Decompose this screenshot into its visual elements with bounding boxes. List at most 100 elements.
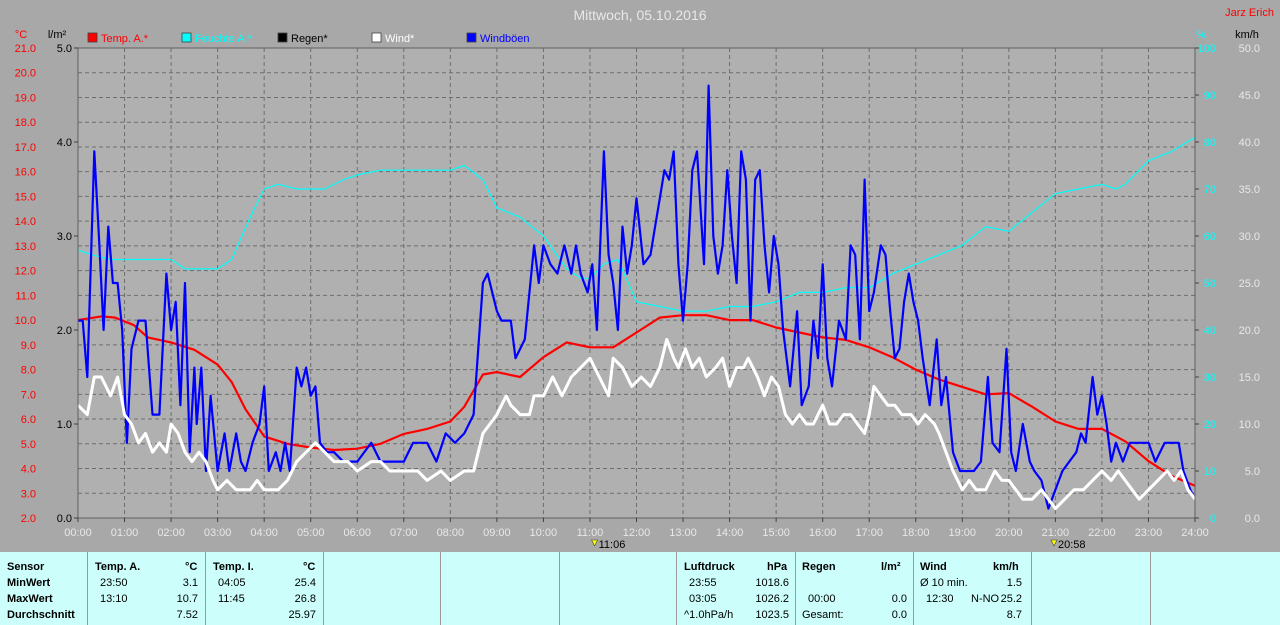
x-tick-label: 03:00 — [204, 527, 232, 539]
x-tick-label: 02:00 — [157, 527, 185, 539]
temp-a-unit: °C — [185, 561, 198, 573]
wind-min: 1.5 — [1006, 577, 1022, 589]
temp-tick-label: 18.0 — [15, 117, 36, 129]
weather-chart: 00:00 01:00 02:00 03:00 04:00 05:00 06:00 07:00… — [15, 7, 1274, 551]
temp-tick-label: 8.0 — [21, 365, 36, 377]
series-lines — [76, 84, 1197, 511]
temp-i-min: 25.4 — [294, 577, 316, 589]
x-tick-label: 20:00 — [995, 527, 1023, 539]
x-tick-label: 04:00 — [250, 527, 278, 539]
col-divider — [795, 552, 796, 625]
col-divider — [87, 552, 88, 625]
wind-min-label: Ø 10 min. — [920, 577, 968, 589]
temp-tick-label: 2.0 — [21, 513, 36, 525]
x-tick-label: 22:00 — [1088, 527, 1116, 539]
rain-tick-label: 4.0 — [57, 137, 72, 149]
wind-tick-label: 20.0 — [1239, 325, 1260, 337]
humidity-tick-label: 0 — [1210, 513, 1216, 525]
pressure-trend: ^1.0hPa/h — [684, 609, 734, 621]
x-tick-label: 16:00 — [809, 527, 837, 539]
humidity-tick-label: 30 — [1204, 372, 1216, 384]
legend-label: Regen* — [291, 33, 328, 45]
temp-i-max-time: 11:45 — [218, 593, 245, 605]
legend-swatch — [87, 32, 98, 43]
wind-avg: 8.7 — [1006, 609, 1022, 621]
temp-i-unit: °C — [303, 561, 316, 573]
temp-tick-label: 13.0 — [15, 241, 36, 253]
humidity-tick-label: 40 — [1204, 325, 1216, 337]
wind-tick-label: 0.0 — [1245, 513, 1260, 525]
x-tick-label: 00:00 — [64, 527, 92, 539]
stats-table: Sensor MinWert MaxWert Durchschnitt Temp… — [0, 552, 1280, 625]
author-label: Jarz Erich — [1225, 7, 1274, 19]
wind-tick-label: 15.0 — [1239, 372, 1260, 384]
legend-swatch — [277, 32, 288, 43]
wind-tick-label: 35.0 — [1239, 184, 1260, 196]
humidity-tick-label: 60 — [1204, 231, 1216, 243]
pressure-max-time: 03:05 — [689, 593, 717, 605]
temp-i-max: 26.8 — [294, 593, 316, 605]
temp-tick-label: 3.0 — [21, 488, 36, 500]
x-tick-label: 17:00 — [855, 527, 883, 539]
temp-tick-label: 15.0 — [15, 191, 36, 203]
x-tick-label: 05:00 — [297, 527, 325, 539]
legend-label: Temp. A.* — [101, 33, 149, 45]
humidity-tick-label: 100 — [1198, 43, 1216, 55]
wind-tick-label: 5.0 — [1245, 466, 1260, 478]
rain-header: Regen — [802, 561, 836, 573]
rain-total: 0.0 — [891, 609, 907, 621]
temp-unit-label: °C — [15, 29, 27, 41]
x-tick-label: 15:00 — [762, 527, 790, 539]
temp-tick-label: 16.0 — [15, 167, 36, 179]
marker-arrow-icon — [591, 539, 599, 547]
col-divider — [1150, 552, 1151, 625]
humidity-unit-label: % — [1196, 29, 1206, 41]
temp-i-avg: 25.97 — [288, 609, 316, 621]
rain-unit-label: l/m² — [48, 29, 67, 41]
axes: 00:00 01:00 02:00 03:00 04:00 05:00 06:00 07:00… — [15, 43, 1260, 539]
temp-a-avg: 7.52 — [176, 609, 198, 621]
col-divider — [676, 552, 677, 625]
rain-tick-label: 3.0 — [57, 231, 72, 243]
x-tick-label: 13:00 — [669, 527, 697, 539]
x-tick-label: 06:00 — [343, 527, 371, 539]
series-feuchte-a — [77, 136, 1196, 312]
humidity-tick-label: 50 — [1204, 278, 1216, 290]
temp-a-min-time: 23:50 — [100, 577, 128, 589]
pressure-avg: 1023.5 — [755, 609, 789, 621]
wind-tick-label: 45.0 — [1239, 90, 1260, 102]
legend-swatch — [371, 32, 382, 43]
rain-unit: l/m² — [881, 561, 901, 573]
x-tick-label: 11:00 — [577, 527, 604, 539]
series-windb-en — [78, 84, 1196, 510]
pressure-min-time: 23:55 — [689, 577, 717, 589]
rain-max-time: 00:00 — [808, 593, 836, 605]
chart-title: Mittwoch, 05.10.2016 — [573, 7, 706, 23]
humidity-tick-label: 10 — [1204, 466, 1216, 478]
wind-unit-label: km/h — [1235, 29, 1259, 41]
rain-tick-label: 1.0 — [57, 419, 72, 431]
temp-a-max: 10.7 — [176, 593, 198, 605]
temp-tick-label: 9.0 — [21, 340, 36, 352]
temp-tick-label: 12.0 — [15, 266, 36, 278]
sensor-header: Sensor — [7, 561, 45, 573]
temp-tick-label: 11.0 — [15, 290, 36, 302]
humidity-tick-label: 80 — [1204, 137, 1216, 149]
col-divider — [559, 552, 560, 625]
legend-swatch — [181, 32, 192, 43]
x-tick-label: 19:00 — [949, 527, 977, 539]
temp-tick-label: 7.0 — [21, 389, 36, 401]
rain-tick-label: 5.0 — [57, 43, 72, 55]
x-tick-label: 01:00 — [111, 527, 139, 539]
marker-label: 20:58 — [1058, 539, 1086, 551]
legend-label: Feuchte A.* — [195, 33, 253, 45]
temp-tick-label: 5.0 — [21, 439, 36, 451]
wind-tick-label: 50.0 — [1239, 43, 1260, 55]
x-tick-label: 23:00 — [1135, 527, 1163, 539]
row-label-avg: Durchschnitt — [7, 609, 75, 621]
marker-arrow-icon — [1050, 539, 1058, 547]
wind-max: 25.2 — [1000, 593, 1022, 605]
temp-a-header: Temp. A. — [95, 561, 141, 573]
temp-tick-label: 4.0 — [21, 464, 36, 476]
x-tick-label: 24:00 — [1181, 527, 1209, 539]
